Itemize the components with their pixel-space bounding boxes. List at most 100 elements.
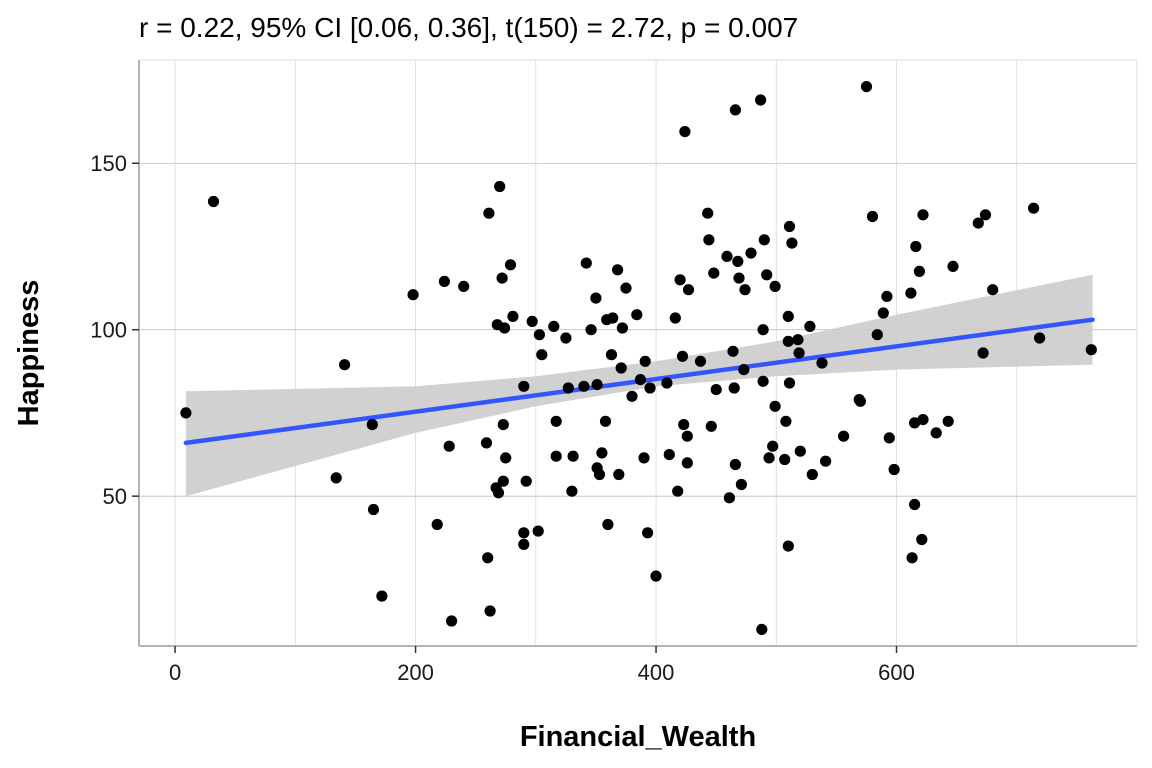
data-point [694, 355, 707, 367]
data-point [909, 417, 921, 429]
data-point [642, 527, 654, 539]
data-point [634, 374, 647, 386]
data-point [504, 259, 517, 271]
data-point [905, 287, 917, 299]
data-point [979, 209, 992, 221]
data-point [681, 430, 693, 442]
data-point [1034, 332, 1046, 344]
data-point [536, 349, 548, 361]
data-point [733, 272, 745, 284]
data-point [669, 312, 681, 324]
data-point [792, 334, 804, 346]
data-point [500, 452, 512, 464]
data-point [661, 377, 673, 389]
data-point [560, 332, 572, 344]
x-tick-label: 200 [397, 660, 434, 685]
data-point [507, 310, 519, 322]
data-point [631, 309, 643, 321]
data-point [871, 329, 883, 341]
data-point [820, 455, 832, 467]
data-point [676, 350, 689, 362]
data-point [550, 415, 562, 427]
data-point [906, 552, 918, 564]
data-point [854, 395, 867, 407]
y-axis-title: Happiness [13, 280, 45, 427]
data-point [626, 390, 638, 402]
data-point [602, 518, 614, 531]
data-point [987, 284, 999, 296]
data-point [431, 518, 443, 531]
data-point [518, 538, 530, 551]
data-point [780, 415, 792, 427]
data-points [180, 81, 1097, 636]
data-point [672, 485, 684, 497]
data-point [607, 312, 619, 324]
confidence-band [185, 274, 1093, 497]
data-point [910, 240, 922, 253]
x-tick-label: 0 [169, 660, 181, 685]
data-point [484, 605, 496, 617]
data-point [728, 382, 740, 394]
data-point [639, 355, 651, 367]
data-point [755, 94, 767, 106]
data-point [596, 447, 608, 459]
x-axis-title: Financial_Wealth [520, 721, 756, 753]
data-point [367, 503, 380, 516]
data-point [804, 320, 816, 332]
data-point [593, 468, 606, 481]
x-tick-label: 400 [638, 660, 675, 685]
data-point [782, 540, 794, 552]
data-point [483, 207, 495, 219]
data-point [494, 180, 506, 193]
data-point [838, 430, 850, 442]
data-point [482, 552, 494, 564]
panel-border [138, 59, 1138, 647]
data-point [816, 357, 828, 369]
data-point [769, 400, 781, 412]
data-point [916, 533, 928, 546]
data-point [682, 284, 695, 296]
data-point [681, 457, 693, 469]
data-point [767, 440, 779, 452]
data-point [438, 275, 450, 287]
data-point [366, 419, 378, 431]
data-point [947, 260, 959, 272]
data-point [917, 209, 929, 221]
data-point [480, 437, 493, 449]
data-point [779, 453, 791, 466]
data-point [613, 468, 625, 481]
data-point [497, 475, 509, 487]
data-point [917, 414, 929, 426]
data-point [446, 615, 458, 627]
data-point [550, 450, 562, 462]
data-point [605, 349, 618, 361]
data-point [942, 415, 954, 427]
data-point [786, 237, 798, 249]
data-point [532, 525, 544, 537]
data-point [339, 359, 351, 371]
y-tick-label: 50 [103, 484, 127, 509]
data-point [663, 449, 675, 461]
data-point [591, 379, 603, 391]
data-point [745, 247, 757, 259]
data-point [860, 81, 873, 93]
y-tick-label: 150 [90, 151, 127, 176]
data-point [548, 320, 560, 332]
data-point [562, 382, 574, 394]
x-axis-ticks: 0 200 400 600 [169, 646, 915, 685]
data-point [703, 234, 715, 246]
data-point [533, 329, 546, 341]
data-point [644, 382, 656, 394]
data-point [496, 272, 508, 284]
data-point [526, 315, 538, 327]
data-point [909, 498, 921, 511]
data-point [738, 364, 750, 376]
data-point [710, 384, 722, 396]
data-point [615, 362, 627, 374]
data-point [729, 458, 742, 471]
data-point [972, 217, 984, 229]
data-point [180, 407, 192, 419]
data-point [578, 380, 590, 392]
data-point [1085, 344, 1097, 356]
